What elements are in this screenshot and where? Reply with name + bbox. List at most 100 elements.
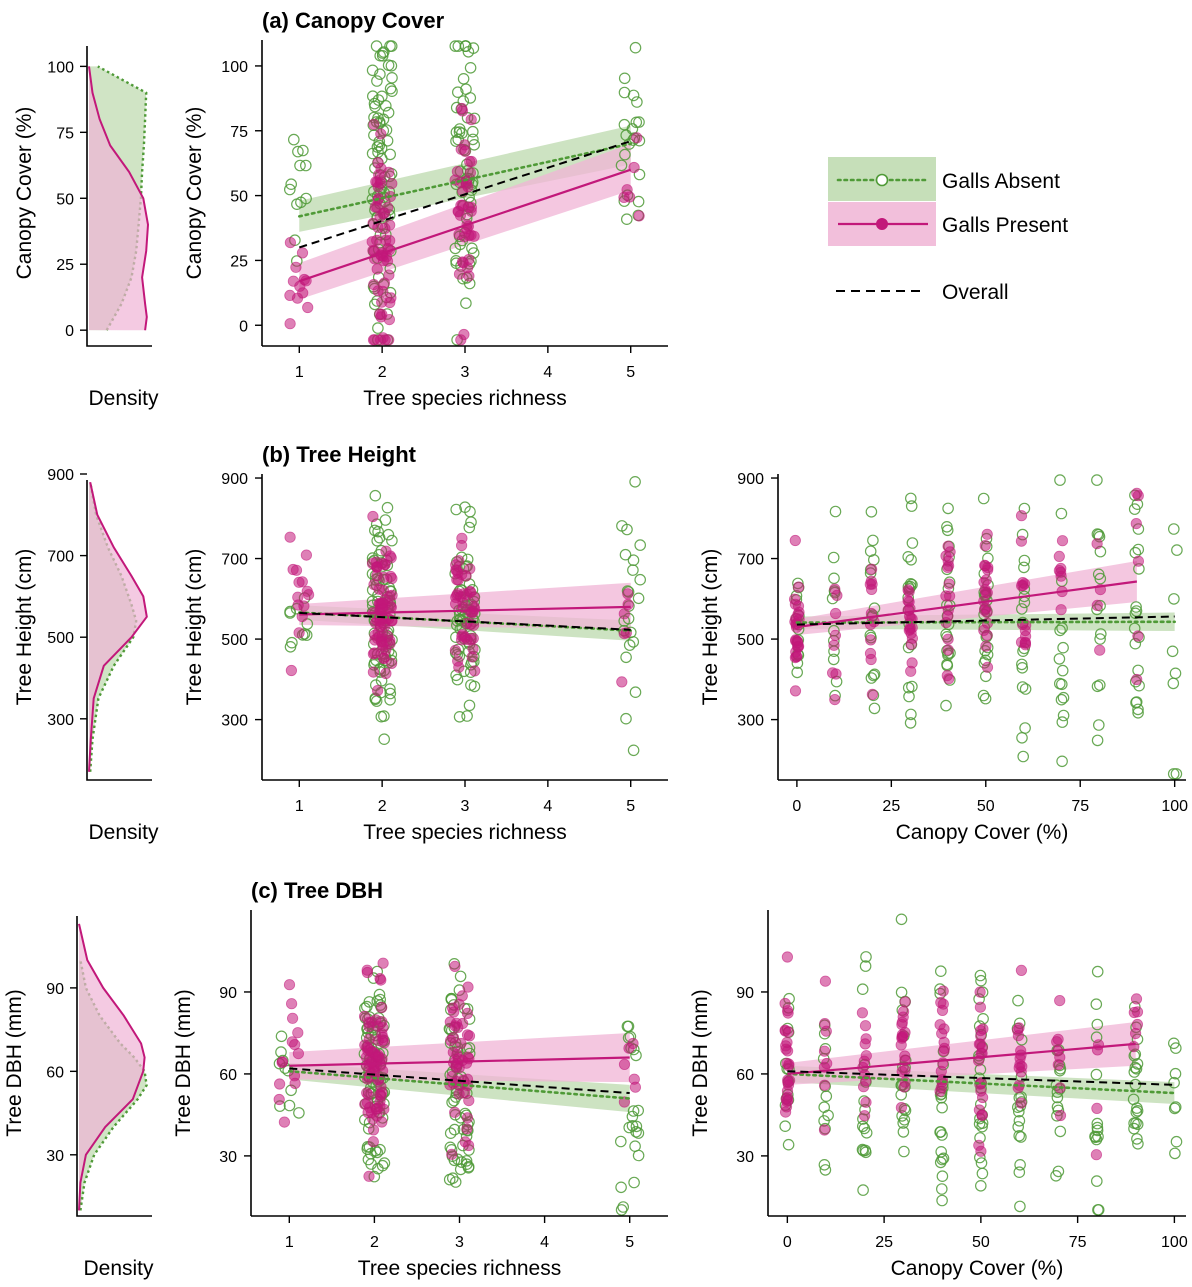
point-galls-present [618, 1058, 631, 1071]
point-galls-absent [381, 135, 394, 147]
fit-line-galls-present [299, 605, 631, 616]
point-galls-absent [615, 1181, 627, 1194]
point-galls-absent [905, 500, 918, 512]
point-galls-present [975, 1085, 987, 1097]
point-galls-present [1130, 993, 1143, 1005]
y-tick-label: 50 [56, 191, 74, 208]
x-tick-label: 1 [295, 364, 304, 381]
point-galls-present [783, 1074, 796, 1087]
point-galls-absent [942, 502, 954, 515]
point-galls-absent [283, 183, 296, 196]
point-galls-absent [902, 681, 915, 694]
point-galls-absent [454, 970, 467, 983]
point-galls-present [384, 590, 396, 602]
point-galls-absent [620, 213, 633, 225]
point-galls-absent [461, 710, 473, 722]
point-galls-present [377, 957, 389, 969]
point-galls-absent [1013, 1115, 1026, 1127]
fit-line-galls-present [787, 1042, 1136, 1076]
point-galls-absent [1054, 474, 1066, 486]
point-galls-present [448, 1006, 460, 1018]
point-galls-absent [362, 1153, 375, 1166]
point-galls-present [1132, 490, 1144, 502]
y-axis-label: Tree DBH (mm) [689, 989, 712, 1136]
y-tick-label: 0 [65, 323, 74, 340]
point-galls-absent [1128, 1122, 1140, 1135]
point-galls-present [819, 975, 832, 987]
fit-line-overall [796, 615, 1175, 626]
point-galls-present [975, 1145, 987, 1157]
point-galls-absent [452, 40, 465, 52]
point-galls-present [940, 590, 952, 602]
y-tick-label: 900 [47, 467, 74, 484]
point-galls-absent [906, 537, 919, 549]
point-galls-absent [615, 1204, 628, 1216]
point-galls-present [627, 1037, 639, 1050]
point-galls-present [860, 1033, 872, 1045]
point-galls-present [453, 1088, 465, 1100]
point-galls-absent [386, 534, 398, 547]
point-galls-absent [370, 40, 383, 52]
point-galls-absent [275, 1030, 288, 1043]
point-galls-absent [627, 1105, 640, 1117]
point-galls-absent [382, 106, 395, 119]
point-galls-absent [820, 1090, 833, 1102]
point-galls-present [292, 1027, 304, 1039]
y-tick-label: 60 [46, 1064, 64, 1081]
y-tick-label: 500 [221, 632, 248, 649]
point-galls-present [899, 996, 911, 1008]
point-galls-absent [1016, 731, 1028, 744]
point-galls-present [860, 1050, 872, 1062]
y-tick-label: 50 [230, 189, 248, 206]
point-galls-present [976, 1109, 988, 1121]
point-galls-present [465, 155, 478, 168]
x-axis-label: Canopy Cover (%) [896, 821, 1069, 844]
point-galls-present [367, 648, 379, 660]
point-galls-present [1012, 1030, 1025, 1042]
point-galls-present [461, 633, 473, 646]
point-galls-absent [934, 965, 947, 977]
point-galls-present [446, 1148, 458, 1160]
point-galls-absent [897, 1126, 910, 1138]
point-galls-absent [1017, 750, 1029, 763]
fit-line-overall [298, 140, 632, 249]
density-fill-present [89, 482, 147, 772]
point-galls-present [829, 607, 842, 620]
point-galls-present [453, 268, 466, 280]
point-galls-absent [464, 62, 477, 74]
point-galls-present [283, 979, 296, 991]
y-tick-label: 0 [239, 318, 248, 335]
point-galls-present [790, 651, 802, 663]
point-galls-absent [463, 521, 476, 534]
density-panel-b_density: 300 500 700 900 Density Tree Height (cm) [13, 467, 159, 844]
x-axis-label: Tree species richness [363, 821, 566, 844]
point-galls-absent [287, 133, 300, 146]
x-tick-label: 5 [626, 364, 635, 381]
point-galls-present [818, 1124, 831, 1136]
point-galls-present [905, 665, 917, 677]
point-galls-present [1054, 994, 1066, 1007]
point-galls-present [616, 676, 628, 688]
point-galls-absent [828, 572, 840, 585]
point-galls-present [378, 652, 390, 665]
point-galls-absent [974, 969, 987, 982]
y-tick-label: 60 [736, 1067, 754, 1084]
y-tick-label: 900 [737, 471, 764, 488]
point-galls-present [286, 1012, 299, 1024]
point-galls-present [456, 102, 468, 115]
point-galls-absent [626, 123, 639, 135]
point-galls-present [1130, 517, 1142, 530]
x-axis-label: Tree species richness [358, 1257, 561, 1280]
point-galls-absent [386, 85, 398, 97]
point-galls-absent [868, 668, 881, 681]
point-galls-absent [459, 501, 471, 513]
point-galls-present [296, 247, 309, 259]
point-galls-absent [1056, 622, 1068, 634]
point-galls-present [1132, 630, 1144, 642]
point-galls-absent [453, 710, 466, 723]
point-galls-present [974, 1001, 987, 1013]
point-galls-present [371, 263, 383, 275]
point-galls-absent [363, 996, 376, 1008]
point-galls-absent [1130, 1063, 1143, 1075]
point-galls-present [372, 1051, 384, 1063]
